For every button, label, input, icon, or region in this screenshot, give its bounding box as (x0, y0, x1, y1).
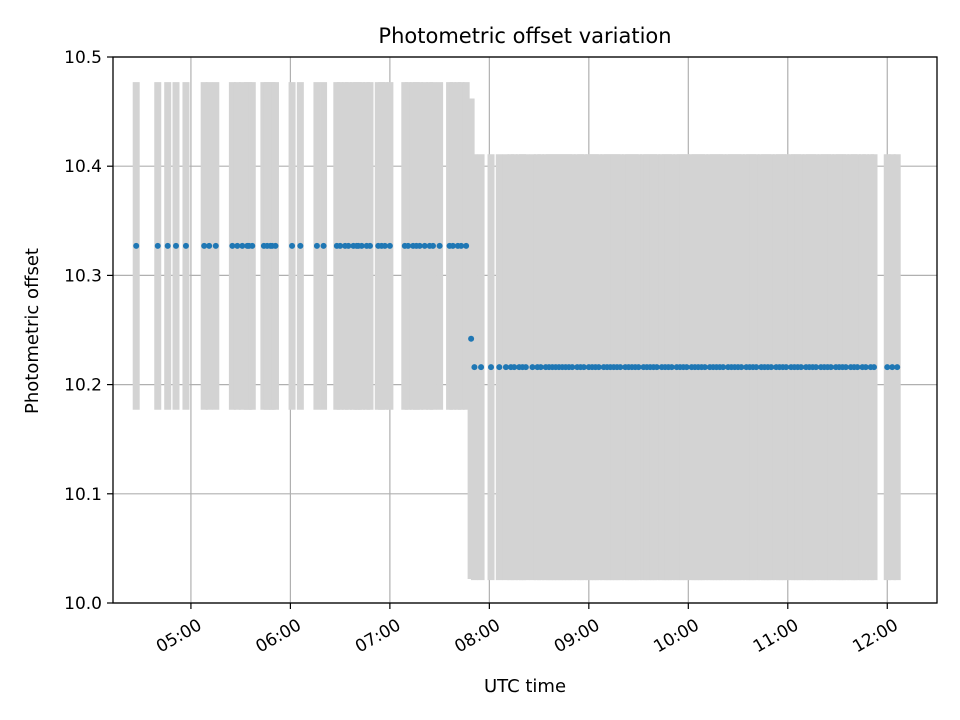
data-point (234, 242, 241, 249)
data-point (133, 242, 140, 249)
data-point (753, 364, 760, 371)
data-point (827, 364, 834, 371)
data-point (595, 364, 602, 371)
y-tick-label: 10.1 (64, 485, 102, 505)
data-point (683, 364, 690, 371)
data-point (812, 364, 819, 371)
data-point (229, 242, 236, 249)
data-point (201, 242, 208, 249)
data-point (889, 364, 896, 371)
data-point (862, 364, 869, 371)
data-point (537, 364, 544, 371)
data-point (511, 364, 518, 371)
y-axis-label: Photometric offset (22, 248, 43, 414)
data-point (272, 242, 279, 249)
data-point (154, 242, 161, 249)
data-point (884, 364, 891, 371)
data-point (468, 335, 475, 342)
y-tick-label: 10.0 (64, 594, 102, 614)
data-point (366, 242, 373, 249)
data-point (798, 364, 805, 371)
data-point (653, 364, 660, 371)
data-point (249, 242, 256, 249)
data-point (569, 364, 576, 371)
data-point (458, 242, 465, 249)
data-point (173, 242, 180, 249)
data-point (529, 364, 536, 371)
data-point (617, 364, 624, 371)
chart-title: Photometric offset variation (378, 24, 671, 48)
data-point (297, 242, 304, 249)
data-point-layer (133, 242, 901, 371)
data-point (313, 242, 320, 249)
y-tick-label: 10.5 (64, 48, 102, 68)
data-point (502, 364, 509, 371)
data-point (478, 364, 485, 371)
y-tick-label: 10.3 (64, 266, 102, 286)
data-point (580, 364, 587, 371)
data-point (701, 364, 708, 371)
data-point (668, 364, 675, 371)
plot-frame (112, 56, 938, 604)
data-point (496, 364, 503, 371)
data-point (842, 364, 849, 371)
data-point (894, 364, 901, 371)
data-point (416, 242, 423, 249)
data-point (164, 242, 171, 249)
data-point (436, 242, 443, 249)
data-point (854, 364, 861, 371)
data-point (488, 364, 495, 371)
data-point (449, 242, 456, 249)
y-tick-label: 10.2 (64, 376, 102, 396)
data-point (421, 242, 428, 249)
data-point (289, 242, 296, 249)
data-point (768, 364, 775, 371)
data-point (870, 364, 877, 371)
data-point (463, 242, 470, 249)
data-point (738, 364, 745, 371)
data-point (212, 242, 219, 249)
data-point (720, 364, 727, 371)
data-point (182, 242, 189, 249)
x-axis-label: UTC time (484, 676, 566, 697)
data-point (206, 242, 213, 249)
data-point (522, 364, 529, 371)
data-point (783, 364, 790, 371)
data-point (358, 242, 365, 249)
data-point (429, 242, 436, 249)
data-point (405, 242, 412, 249)
data-point (386, 242, 393, 249)
y-tick-label: 10.4 (64, 157, 102, 177)
data-point (337, 242, 344, 249)
data-point (471, 364, 478, 371)
data-point (320, 242, 327, 249)
data-point (635, 364, 642, 371)
data-point (239, 242, 246, 249)
data-point (345, 242, 352, 249)
data-point (381, 242, 388, 249)
